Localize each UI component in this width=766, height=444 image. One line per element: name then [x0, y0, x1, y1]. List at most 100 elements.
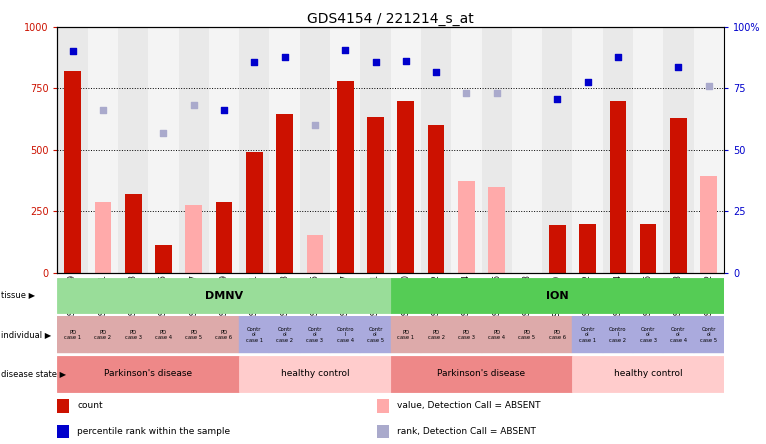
Bar	[149, 316, 178, 353]
Bar	[209, 316, 239, 353]
Bar	[603, 27, 633, 273]
Bar	[512, 316, 542, 353]
Text: healthy control: healthy control	[280, 369, 349, 378]
Bar	[239, 356, 391, 392]
Bar	[549, 225, 565, 273]
Point	[218, 107, 230, 114]
Text: Contr
ol
case 2: Contr ol case 2	[276, 327, 293, 343]
Text: Contro
l
case 2: Contro l case 2	[609, 327, 627, 343]
Bar	[603, 316, 633, 353]
Point	[673, 64, 685, 71]
Bar	[337, 81, 354, 273]
Point	[309, 122, 321, 129]
Bar	[663, 27, 693, 273]
Bar	[640, 224, 656, 273]
Text: disease state ▶: disease state ▶	[1, 369, 66, 378]
Bar	[398, 101, 414, 273]
Point	[339, 47, 352, 54]
Bar	[178, 27, 209, 273]
Bar	[378, 424, 389, 438]
Text: PD
case 1: PD case 1	[64, 329, 81, 340]
Bar	[88, 27, 118, 273]
Bar	[277, 114, 293, 273]
Text: healthy control: healthy control	[614, 369, 683, 378]
Text: PD
case 6: PD case 6	[548, 329, 566, 340]
Bar	[542, 27, 572, 273]
Point	[702, 82, 715, 89]
Bar	[421, 27, 451, 273]
Point	[369, 59, 381, 66]
Bar	[330, 316, 360, 353]
Bar	[458, 181, 475, 273]
Point	[400, 58, 412, 65]
Bar	[378, 400, 389, 412]
Bar	[57, 424, 70, 438]
Bar	[155, 245, 172, 273]
Bar	[633, 316, 663, 353]
Text: PD
case 3: PD case 3	[458, 329, 475, 340]
Bar	[57, 356, 239, 392]
Bar	[125, 194, 142, 273]
Bar	[57, 278, 391, 313]
Bar	[367, 117, 384, 273]
Bar	[88, 316, 118, 353]
Bar	[512, 27, 542, 273]
Text: PD
case 5: PD case 5	[519, 329, 535, 340]
Text: Contr
ol
case 5: Contr ol case 5	[700, 327, 717, 343]
Point	[612, 54, 624, 61]
Bar	[427, 125, 444, 273]
Text: PD
case 2: PD case 2	[427, 329, 444, 340]
Point	[581, 79, 594, 86]
Text: PD
case 5: PD case 5	[185, 329, 202, 340]
Text: Parkinson's disease: Parkinson's disease	[437, 369, 525, 378]
Point	[97, 107, 109, 114]
Text: PD
case 4: PD case 4	[488, 329, 506, 340]
Bar	[270, 27, 300, 273]
Bar	[542, 316, 572, 353]
Bar	[330, 27, 360, 273]
Bar	[306, 235, 323, 273]
Bar	[57, 316, 88, 353]
Bar	[451, 27, 482, 273]
Text: individual ▶: individual ▶	[1, 329, 51, 339]
Bar	[216, 202, 232, 273]
Bar	[360, 27, 391, 273]
Bar	[391, 278, 724, 313]
Bar	[421, 316, 451, 353]
Bar	[239, 316, 270, 353]
Text: Contr
ol
case 3: Contr ol case 3	[306, 327, 323, 343]
Bar	[391, 356, 572, 392]
Bar	[246, 152, 263, 273]
Bar	[391, 316, 421, 353]
Bar	[149, 27, 178, 273]
Bar	[572, 356, 724, 392]
Bar	[64, 71, 81, 273]
Bar	[610, 101, 626, 273]
Bar	[572, 316, 603, 353]
Point	[552, 96, 564, 103]
Text: Contr
ol
case 4: Contr ol case 4	[670, 327, 687, 343]
Point	[157, 129, 169, 136]
Text: PD
case 4: PD case 4	[155, 329, 172, 340]
Bar	[451, 316, 482, 353]
Text: Contr
ol
case 5: Contr ol case 5	[367, 327, 384, 343]
Bar	[209, 27, 239, 273]
Text: Contr
ol
case 3: Contr ol case 3	[640, 327, 656, 343]
Bar	[633, 27, 663, 273]
Text: Contr
ol
case 1: Contr ol case 1	[579, 327, 596, 343]
Bar	[360, 316, 391, 353]
Text: Contr
ol
case 1: Contr ol case 1	[246, 327, 263, 343]
Text: percentile rank within the sample: percentile rank within the sample	[77, 427, 231, 436]
Text: DMNV: DMNV	[205, 290, 243, 301]
Bar	[185, 205, 202, 273]
Text: PD
case 6: PD case 6	[215, 329, 233, 340]
Bar	[270, 316, 300, 353]
Point	[67, 48, 79, 55]
Bar	[663, 316, 693, 353]
Bar	[700, 176, 717, 273]
Bar	[693, 316, 724, 353]
Text: ION: ION	[546, 290, 568, 301]
Bar	[482, 316, 512, 353]
Bar	[391, 27, 421, 273]
Text: count: count	[77, 401, 103, 411]
